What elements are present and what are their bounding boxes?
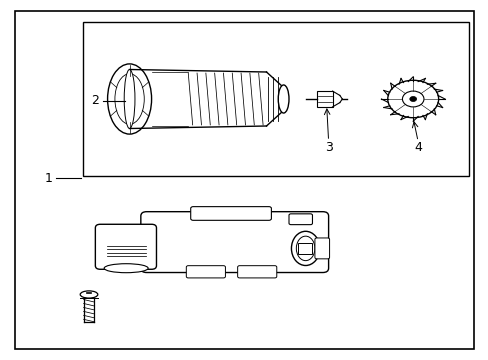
Ellipse shape [80, 291, 98, 298]
Ellipse shape [107, 64, 151, 134]
FancyBboxPatch shape [141, 212, 328, 273]
Bar [297, 243, 312, 254]
Ellipse shape [124, 69, 135, 129]
FancyBboxPatch shape [314, 238, 329, 259]
Bar [316, 91, 332, 107]
FancyBboxPatch shape [95, 224, 156, 269]
Text: 4: 4 [413, 141, 421, 154]
Ellipse shape [296, 236, 314, 261]
Circle shape [402, 91, 423, 107]
FancyBboxPatch shape [190, 207, 271, 220]
Ellipse shape [115, 74, 144, 124]
Bar [83, 22, 468, 176]
Text: 1: 1 [45, 172, 53, 185]
FancyBboxPatch shape [237, 266, 276, 278]
Ellipse shape [278, 85, 288, 113]
Text: 3: 3 [324, 141, 332, 154]
Ellipse shape [104, 264, 148, 273]
Circle shape [387, 80, 438, 118]
Text: 2: 2 [91, 94, 99, 107]
Ellipse shape [291, 231, 319, 266]
FancyBboxPatch shape [186, 266, 225, 278]
Circle shape [409, 96, 416, 102]
FancyBboxPatch shape [288, 214, 312, 225]
